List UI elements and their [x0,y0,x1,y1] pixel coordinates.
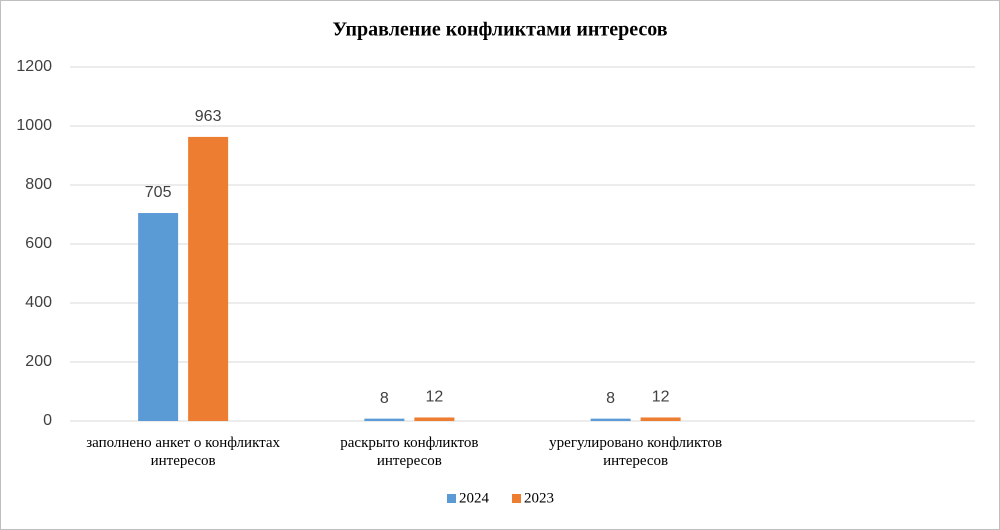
y-tick-label: 400 [25,294,52,311]
legend-swatch [447,494,456,503]
bar [364,418,405,421]
y-tick-label: 800 [25,176,52,193]
legend-label: 2023 [524,490,554,506]
chart-title: Управление конфликтами интересов [332,19,667,41]
x-tick-label: урегулировано конфликтов интересов [549,435,723,469]
x-tick-label: заполнено анкет о конфликтах интересов [86,435,281,469]
legend-label: 2024 [459,490,490,506]
value-label: 12 [425,389,443,406]
legend-swatch [512,494,521,503]
bar [414,417,455,421]
value-label: 963 [195,108,222,125]
y-tick-label: 1200 [16,58,52,75]
bar [188,136,229,422]
value-label: 8 [380,390,389,407]
x-tick-label: раскрыто конфликтов интересов [340,435,479,469]
value-label: 12 [652,389,670,406]
value-label: 8 [606,390,615,407]
y-tick-label: 200 [25,353,52,370]
y-tick-label: 600 [25,235,52,252]
y-tick-label: 0 [43,412,52,429]
y-tick-label: 1000 [16,117,52,134]
bar [640,417,681,421]
bar [138,213,179,421]
bar [590,418,631,421]
value-label: 705 [145,184,172,201]
